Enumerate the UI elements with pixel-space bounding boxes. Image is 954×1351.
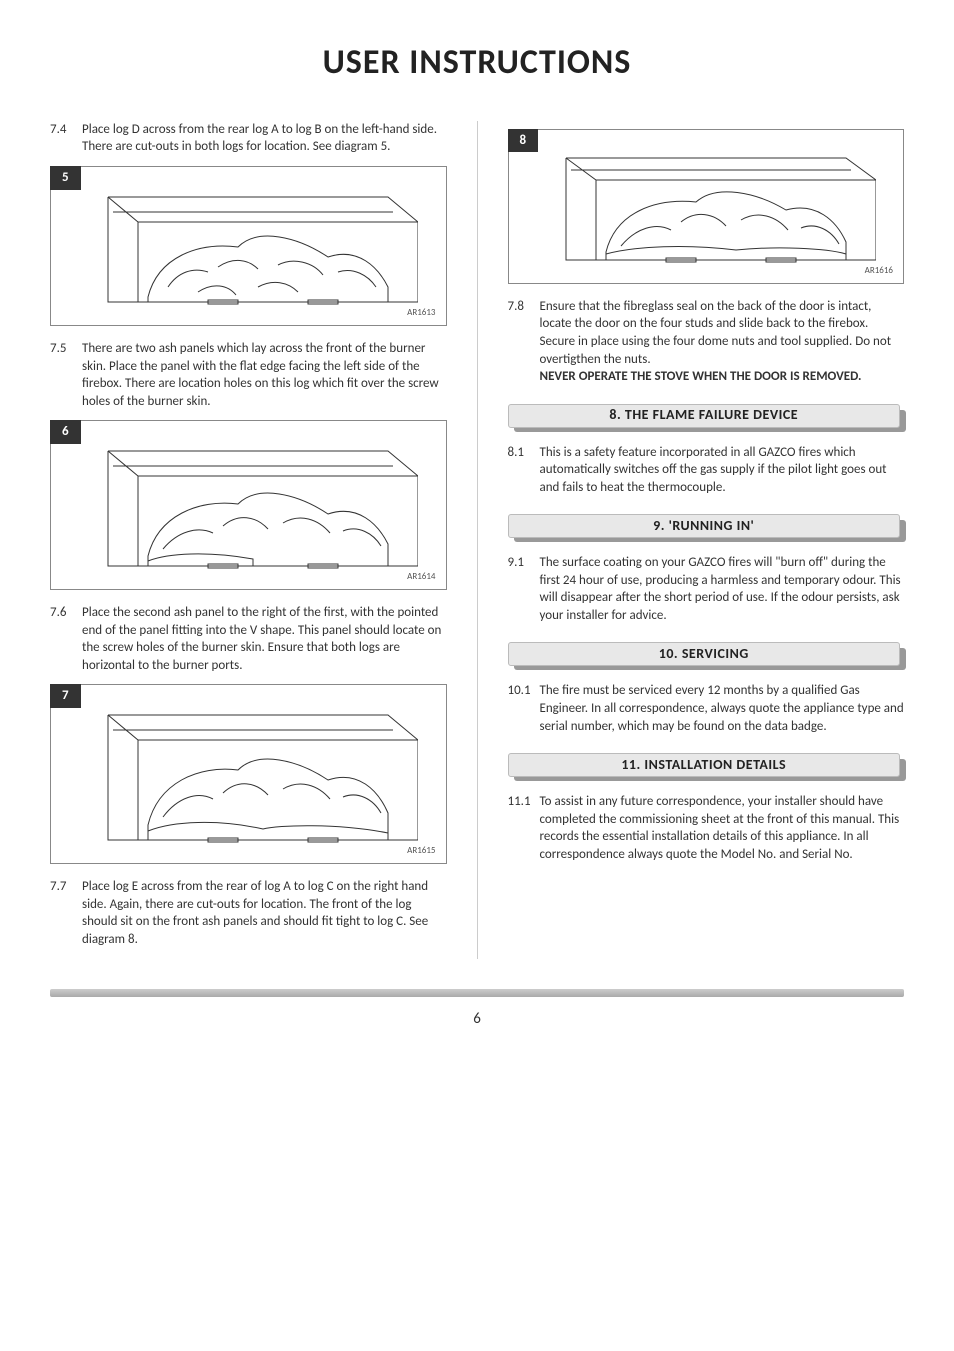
section-header-8: 8. THE FLAME FAILURE DEVICE	[508, 404, 905, 432]
item-text: To assist in any future correspondence, …	[540, 793, 905, 863]
section-header-11: 11. INSTALLATION DETAILS	[508, 753, 905, 781]
item-text: Place the second ash panel to the right …	[82, 604, 447, 674]
instruction-10-1: 10.1 The fire must be serviced every 12 …	[508, 682, 905, 735]
diagram-5: 5 AR1613	[50, 166, 447, 326]
item-number: 7.4	[50, 121, 82, 156]
instruction-7-5: 7.5 There are two ash panels which lay a…	[50, 340, 447, 410]
diagram-ref: AR1616	[865, 265, 893, 277]
item-number: 7.7	[50, 878, 82, 948]
diagram-ref: AR1613	[407, 307, 435, 319]
diagram-badge: 8	[508, 129, 539, 153]
item-text: The surface coating on your GAZCO fires …	[540, 554, 905, 624]
diagram-badge: 7	[50, 684, 81, 708]
instruction-7-8: 7.8 Ensure that the fibreglass seal on t…	[508, 298, 905, 386]
diagram-badge: 5	[50, 166, 81, 190]
page-number: 6	[50, 1009, 904, 1029]
item-text: There are two ash panels which lay acros…	[82, 340, 447, 410]
item-number: 10.1	[508, 682, 540, 735]
diagram-badge: 6	[50, 420, 81, 444]
section-title: 9. 'RUNNING IN'	[508, 514, 901, 538]
diagram-ref: AR1614	[407, 571, 435, 583]
section-title: 11. INSTALLATION DETAILS	[508, 753, 901, 777]
item-text-warning: NEVER OPERATE THE STOVE WHEN THE DOOR IS…	[540, 369, 862, 384]
diagram-ref: AR1615	[407, 845, 435, 857]
item-number: 7.5	[50, 340, 82, 410]
diagram-7: 7 AR1615	[50, 684, 447, 864]
item-number: 9.1	[508, 554, 540, 624]
instruction-9-1: 9.1 The surface coating on your GAZCO fi…	[508, 554, 905, 624]
firebox-logs-illustration	[536, 150, 876, 275]
instruction-7-4: 7.4 Place log D across from the rear log…	[50, 121, 447, 156]
firebox-logs-illustration	[78, 187, 418, 317]
instruction-11-1: 11.1 To assist in any future corresponde…	[508, 793, 905, 863]
section-header-9: 9. 'RUNNING IN'	[508, 514, 905, 542]
item-text: Place log D across from the rear log A t…	[82, 121, 447, 156]
item-number: 7.6	[50, 604, 82, 674]
section-title: 10. SERVICING	[508, 642, 901, 666]
item-number: 7.8	[508, 298, 540, 386]
section-title: 8. THE FLAME FAILURE DEVICE	[508, 404, 901, 428]
item-number: 8.1	[508, 444, 540, 497]
page-title: USER INSTRUCTIONS	[50, 40, 904, 86]
item-text: The fire must be serviced every 12 month…	[540, 682, 905, 735]
firebox-logs-illustration	[78, 705, 418, 855]
column-divider	[477, 121, 478, 959]
diagram-8: 8 AR1616	[508, 129, 905, 284]
left-column: 7.4 Place log D across from the rear log…	[50, 121, 447, 959]
firebox-logs-illustration	[78, 441, 418, 581]
instruction-7-7: 7.7 Place log E across from the rear of …	[50, 878, 447, 948]
item-text: Ensure that the fibreglass seal on the b…	[540, 298, 905, 386]
item-text: Place log E across from the rear of log …	[82, 878, 447, 948]
instruction-7-6: 7.6 Place the second ash panel to the ri…	[50, 604, 447, 674]
instruction-8-1: 8.1 This is a safety feature incorporate…	[508, 444, 905, 497]
section-header-10: 10. SERVICING	[508, 642, 905, 670]
content-columns: 7.4 Place log D across from the rear log…	[50, 121, 904, 959]
right-column: 8 AR1616 7.8	[508, 121, 905, 959]
diagram-6: 6 AR1614	[50, 420, 447, 590]
item-text-body: Ensure that the fibreglass seal on the b…	[540, 299, 892, 367]
item-text: This is a safety feature incorporated in…	[540, 444, 905, 497]
item-number: 11.1	[508, 793, 540, 863]
footer-bar	[50, 989, 904, 997]
